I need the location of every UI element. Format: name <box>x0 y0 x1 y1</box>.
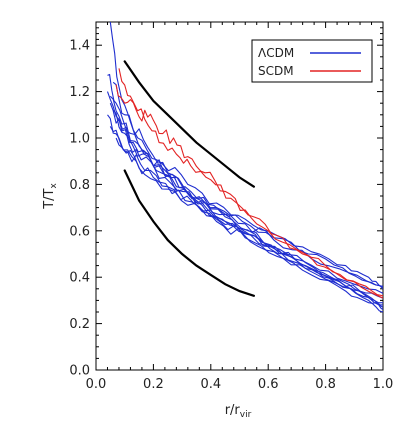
lcdm-series-line <box>107 73 383 294</box>
y-tick-label: 0.6 <box>69 224 90 239</box>
y-tick-label: 0.4 <box>69 271 90 286</box>
scdm-series-line <box>118 68 383 297</box>
y-axis-label-base: T/T <box>42 188 57 209</box>
lcdm-series-line <box>112 81 383 288</box>
lower-envelope-curve <box>123 169 255 297</box>
x-tick-label: 0.0 <box>86 377 107 392</box>
y-axis-ticks: 0.0 0.2 0.4 0.6 0.8 1.0 1.2 1.4 <box>69 27 383 379</box>
legend: ΛCDM SCDM <box>251 39 373 83</box>
lcdm-series-line <box>109 126 383 313</box>
y-tick-label: 1.4 <box>69 39 90 54</box>
x-axis-ticks: 0.0 0.2 0.4 0.6 0.8 1.0 <box>86 22 394 392</box>
series-layer <box>106 22 383 313</box>
y-tick-label: 0.2 <box>69 317 90 332</box>
x-tick-label: 0.2 <box>143 377 164 392</box>
y-tick-label: 0.0 <box>69 364 90 379</box>
x-axis-label-sub: vir <box>240 410 252 420</box>
lcdm-series-line <box>109 22 383 288</box>
lcdm-series-line <box>112 109 383 306</box>
lcdm-series-line <box>109 95 383 290</box>
y-tick-label: 1.2 <box>69 85 90 100</box>
y-tick-label: 1.0 <box>69 132 90 147</box>
x-tick-label: 0.8 <box>315 377 336 392</box>
x-tick-label: 1.0 <box>373 377 394 392</box>
lcdm-series-line <box>115 137 383 311</box>
lcdm-series-line <box>109 103 383 304</box>
x-axis-label: r/rvir <box>225 403 252 420</box>
y-tick-label: 0.8 <box>69 178 90 193</box>
x-axis-label-base: r/r <box>225 403 241 418</box>
scdm-series-line <box>115 84 383 299</box>
x-tick-label: 0.4 <box>200 377 221 392</box>
legend-label-lcdm: ΛCDM <box>258 46 294 60</box>
upper-envelope-curve <box>123 60 255 188</box>
legend-label-scdm: SCDM <box>258 64 294 78</box>
legend-box <box>251 39 373 83</box>
y-axis-label-sub: x <box>49 183 59 189</box>
x-tick-label: 0.6 <box>258 377 279 392</box>
envelope-layer <box>123 60 255 297</box>
y-axis-label: T/Tx <box>42 183 59 210</box>
